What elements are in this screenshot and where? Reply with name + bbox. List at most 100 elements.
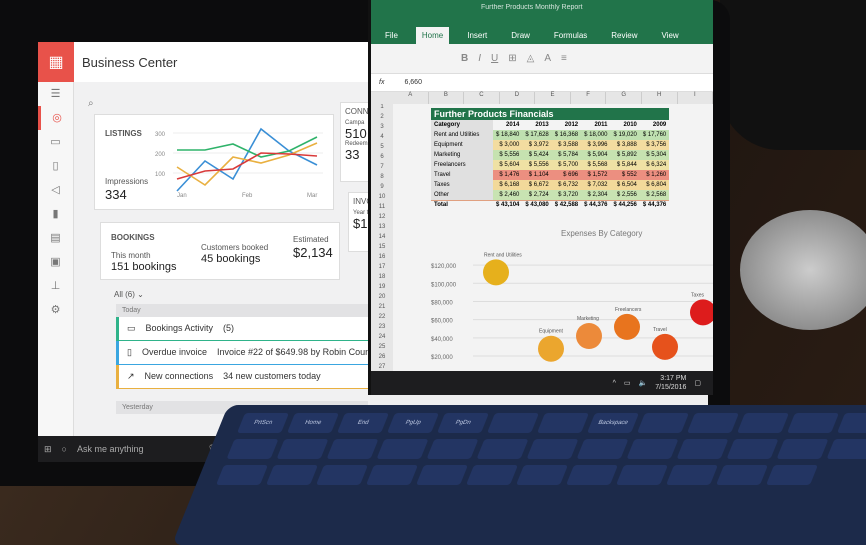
tab-view[interactable]: View (661, 31, 679, 40)
value-cell[interactable]: $ 2,304 (581, 190, 611, 200)
menu-icon[interactable]: ☰ (50, 88, 61, 100)
column-header[interactable]: D (500, 92, 536, 104)
value-cell[interactable]: $ 2,556 (610, 190, 640, 200)
row-header[interactable]: 27 (378, 364, 386, 370)
value-cell[interactable]: $ 552 (610, 170, 640, 180)
keyboard-key[interactable] (215, 465, 269, 485)
bubble[interactable] (538, 335, 564, 362)
value-cell[interactable]: $ 1,260 (639, 170, 670, 180)
value-cell[interactable]: $ 1,476 (493, 170, 523, 180)
row-header[interactable]: 9 (380, 184, 384, 190)
keyboard-key[interactable] (726, 439, 779, 459)
feed-item-bookings[interactable]: ▭ Bookings Activity (5) (116, 317, 368, 341)
value-cell[interactable]: $ 6,324 (639, 160, 670, 170)
value-cell[interactable]: $ 5,700 (551, 160, 582, 170)
row-header[interactable]: 7 (380, 164, 384, 170)
value-cell[interactable]: $ 1,104 (522, 170, 552, 180)
keyboard-key[interactable] (515, 465, 569, 485)
feed-item-invoice[interactable]: ▯ Overdue invoice Invoice #22 of $649.98 b… (116, 341, 368, 365)
keyboard-key[interactable] (836, 413, 866, 433)
row-header[interactable]: 19 (378, 284, 386, 290)
column-header[interactable]: E (535, 92, 571, 104)
keyboard-key[interactable]: PgDn (436, 413, 490, 433)
bubble[interactable] (652, 333, 678, 360)
category-cell[interactable]: Other (431, 190, 493, 200)
listings-card[interactable]: LISTINGS Impressions 334 300 200 100 Jan Feb… (94, 114, 334, 210)
keyboard-key[interactable]: Backspace (586, 413, 640, 433)
italic-button[interactable]: I (478, 53, 482, 64)
tab-draw[interactable]: Draw (511, 31, 530, 40)
value-cell[interactable]: $ 3,972 (522, 140, 552, 150)
clock-time[interactable]: 3:17 PM (660, 375, 687, 382)
row-header[interactable]: 6 (380, 154, 384, 160)
keyboard-key[interactable] (415, 465, 469, 485)
keyboard-key[interactable] (776, 439, 829, 459)
keyboard-key[interactable] (736, 413, 790, 433)
row-header[interactable]: 22 (378, 314, 386, 320)
value-cell[interactable]: $ 6,672 (522, 180, 552, 190)
value-cell[interactable]: $ 5,604 (493, 160, 523, 170)
keyboard-key[interactable] (636, 413, 690, 433)
category-cell[interactable]: Marketing (431, 150, 493, 160)
row-header[interactable]: 10 (378, 194, 386, 200)
value-cell[interactable]: $ 3,756 (639, 140, 670, 150)
megaphone-icon[interactable]: ◁ (51, 184, 60, 196)
total-cell[interactable]: $ 44,376 (642, 202, 667, 209)
row-header[interactable]: 1 (380, 104, 384, 110)
total-cell[interactable]: $ 44,376 (584, 202, 608, 209)
value-cell[interactable]: $ 7,032 (581, 180, 611, 190)
value-cell[interactable]: $ 3,720 (551, 190, 582, 200)
bubble[interactable] (614, 313, 640, 340)
total-cell[interactable]: $ 43,080 (525, 202, 549, 209)
total-cell[interactable]: $ 42,588 (554, 202, 579, 209)
value-cell[interactable]: $ 5,844 (610, 160, 640, 170)
column-header[interactable]: C (464, 92, 500, 104)
tab-file[interactable]: File (385, 31, 398, 40)
keyboard-key[interactable] (786, 413, 840, 433)
keyboard-key[interactable] (326, 439, 379, 459)
keyboard-key[interactable] (476, 439, 529, 459)
keyboard-key[interactable] (486, 413, 540, 433)
cortana-icon[interactable]: ○ (61, 444, 67, 454)
feed-item-connections[interactable]: ↗ New connections 34 new customers today (116, 365, 368, 389)
keyboard-key[interactable] (615, 465, 669, 485)
keyboard-key[interactable] (826, 439, 866, 459)
total-cell[interactable]: $ 44,256 (613, 202, 637, 209)
value-cell[interactable]: $ 6,804 (639, 180, 670, 190)
keyboard-key[interactable] (376, 439, 429, 459)
row-header[interactable]: 5 (380, 144, 384, 150)
app-grid-icon[interactable]: ▦ (38, 42, 74, 82)
search-box[interactable]: Ask me anything (76, 444, 144, 454)
total-cell[interactable]: $ 43,104 (496, 202, 520, 209)
invoice-icon[interactable]: ▤ (50, 232, 61, 244)
column-header[interactable]: A (393, 92, 429, 104)
action-center-icon[interactable]: ▢ (694, 380, 701, 387)
category-cell[interactable]: Equipment (431, 140, 493, 150)
column-header[interactable]: H (642, 92, 678, 104)
keyboard-key[interactable]: End (336, 413, 390, 433)
fill-color-icon[interactable]: ◬ (526, 53, 535, 64)
value-cell[interactable]: $ 18,000 (581, 130, 611, 140)
value-cell[interactable]: $ 2,460 (493, 190, 523, 200)
value-cell[interactable]: $ 6,168 (493, 180, 523, 190)
value-cell[interactable]: $ 19,020 (610, 130, 640, 140)
value-cell[interactable]: $ 17,628 (522, 130, 552, 140)
keyboard-key[interactable] (265, 465, 319, 485)
value-cell[interactable]: $ 1,572 (581, 170, 611, 180)
value-cell[interactable]: $ 5,556 (493, 150, 523, 160)
column-header[interactable]: G (606, 92, 642, 104)
bubble[interactable] (483, 259, 509, 286)
row-header[interactable]: 17 (378, 264, 386, 270)
column-header[interactable]: I (678, 92, 713, 104)
column-header[interactable]: F (571, 92, 607, 104)
value-cell[interactable]: $ 5,904 (581, 150, 611, 160)
value-cell[interactable]: $ 5,892 (610, 150, 640, 160)
keyboard-key[interactable] (686, 413, 740, 433)
battery-icon[interactable]: ▭ (623, 380, 631, 387)
volume-icon[interactable]: 🔈 (638, 380, 648, 387)
row-header[interactable]: 4 (380, 134, 384, 140)
row-header[interactable]: 8 (380, 174, 384, 180)
row-header[interactable]: 14 (378, 234, 386, 240)
calendar-icon[interactable]: ▭ (50, 136, 61, 148)
clock-date[interactable]: 7/15/2016 (655, 384, 687, 391)
